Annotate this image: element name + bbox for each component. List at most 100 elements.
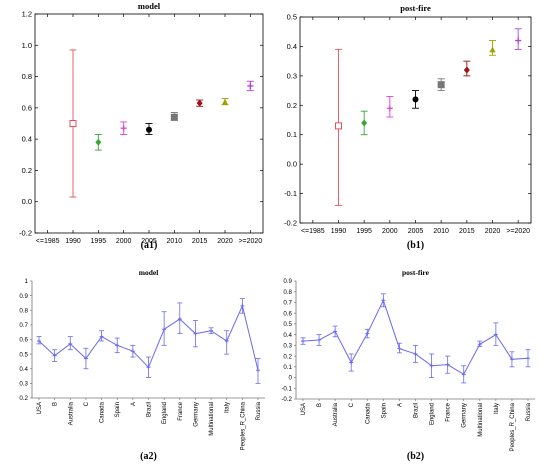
mean-marker <box>247 82 254 89</box>
y-tick-label: 0.5 <box>283 321 292 328</box>
data-point-2000 <box>120 121 128 135</box>
data-point-1995 <box>94 133 102 151</box>
y-tick-label: 0.1 <box>283 364 292 371</box>
data-point-Canada <box>99 334 104 339</box>
data-point-Brazil <box>146 365 151 370</box>
y-tick-label: 0.2 <box>283 353 292 360</box>
y-tick-label: 0.4 <box>19 366 28 373</box>
x-tick-label: 1995 <box>91 238 107 245</box>
data-point-Australia <box>68 341 73 346</box>
mean-marker <box>196 99 203 107</box>
data-point-C <box>349 360 354 365</box>
mean-marker <box>489 46 496 53</box>
data-point-C <box>83 356 88 361</box>
y-tick-label: -0.1 <box>284 189 297 198</box>
mean-marker <box>69 120 77 127</box>
data-point-USA <box>301 339 305 344</box>
mean-marker <box>335 122 342 130</box>
data-point-2005 <box>145 123 153 135</box>
y-tick-label: 0.0 <box>287 160 297 169</box>
mean-marker <box>386 105 393 112</box>
y-tick-label: 0.8 <box>283 289 292 296</box>
y-tick-label: -0.2 <box>19 229 32 238</box>
mean-marker <box>170 113 178 121</box>
y-tick-label: 0.8 <box>19 307 28 314</box>
y-tick-label: 0.8 <box>22 72 32 81</box>
data-point-2015 <box>463 60 471 77</box>
y-tick-label: 0.2 <box>19 395 28 402</box>
data-point-Italy <box>224 338 229 343</box>
y-tick-label: 1.2 <box>22 10 32 19</box>
y-tick-label: 0.4 <box>287 42 297 51</box>
y-tick-label: 0.6 <box>19 337 28 344</box>
data-point-France <box>445 362 450 367</box>
data-point-1995 <box>360 110 368 136</box>
data-point-A <box>130 349 135 354</box>
y-tick-label: 0.3 <box>283 343 292 350</box>
y-tick-label: 0.9 <box>283 278 292 285</box>
x-tick-label: 2000 <box>116 238 132 245</box>
x-tick-label: Canada <box>365 402 371 424</box>
x-tick-label: USA <box>301 403 307 415</box>
data-point-Germany <box>193 331 198 336</box>
x-tick-label: 2015 <box>192 238 208 245</box>
mean-marker <box>120 125 127 132</box>
y-tick-label: -0.2 <box>281 396 292 403</box>
data-point-Multinational <box>477 342 482 347</box>
x-tick-label: Brazil <box>414 403 420 418</box>
chart-b2: -0.2 -0.1 0 0.1 0.2 0.3 0.4 0.5 0.6 0.7 0.8 0.9 USA B… <box>281 268 535 462</box>
x-tick-label: A <box>131 402 137 406</box>
x-tick-label: 1995 <box>356 228 372 235</box>
mean-marker <box>222 98 228 105</box>
data-point-England <box>162 327 167 332</box>
y-tick-label: 0.2 <box>287 101 297 110</box>
x-tick-label: Brazil <box>147 402 153 417</box>
x-tick-label: Italy <box>225 402 231 413</box>
data-point-A <box>397 346 402 351</box>
data-point-Multinational <box>209 328 214 333</box>
data-point-Italy <box>493 332 498 337</box>
panel-caption: (a1) <box>141 240 158 251</box>
data-point-England <box>429 363 434 368</box>
x-tick-label: France <box>178 401 184 420</box>
data-point-Spain <box>115 343 120 348</box>
x-tick-label: <=1985 <box>301 228 325 235</box>
y-tick-label: 0.3 <box>287 71 297 80</box>
data-point-Germany <box>461 372 466 377</box>
y-tick-label: -0.1 <box>281 385 292 392</box>
x-tick-label: 2015 <box>459 228 475 235</box>
y-tick-label: 0.9 <box>19 293 28 300</box>
y-tick-label: 0.4 <box>283 332 292 339</box>
x-tick-label: Australia <box>333 402 339 426</box>
mean-marker <box>361 119 368 127</box>
data-point-2005 <box>412 90 419 109</box>
data-point-PeoplesRChina <box>240 303 245 308</box>
data-point-B <box>317 338 322 342</box>
x-tick-label: C <box>349 402 355 407</box>
x-tick-label: C <box>84 401 90 406</box>
data-point-Russia <box>526 356 530 361</box>
y-tick-label: 0 <box>289 375 293 382</box>
x-tick-label: England <box>162 402 168 424</box>
data-point-PeoplesRChina <box>509 357 514 362</box>
series-line <box>302 298 529 376</box>
data-point-2020 <box>246 80 254 92</box>
x-tick-label: Spain <box>381 403 387 418</box>
y-tick-label: 0.2 <box>22 166 32 175</box>
panel-caption: (b2) <box>407 451 424 462</box>
data-point-2020 <box>514 28 522 50</box>
x-tick-label: Germany <box>462 403 468 428</box>
y-tick-label: 0.0 <box>22 197 32 206</box>
data-point-USA <box>37 338 41 343</box>
data-point-1990 <box>335 48 342 206</box>
chart-a2: 0.2 0.3 0.4 0.5 0.6 0.7 0.8 0.9 1 USA B Australia C C… <box>19 268 265 462</box>
x-tick-label: >=2020 <box>238 238 262 245</box>
x-tick-label: Spain <box>115 402 121 417</box>
x-tick-label: Multinational <box>209 402 215 436</box>
y-tick-label: 0.7 <box>19 322 28 329</box>
x-tick-label: 2005 <box>141 238 157 245</box>
y-tick-label: -0.2 <box>284 219 297 228</box>
x-tick-label: B <box>317 403 323 407</box>
y-tick-label: 0.1 <box>287 130 297 139</box>
